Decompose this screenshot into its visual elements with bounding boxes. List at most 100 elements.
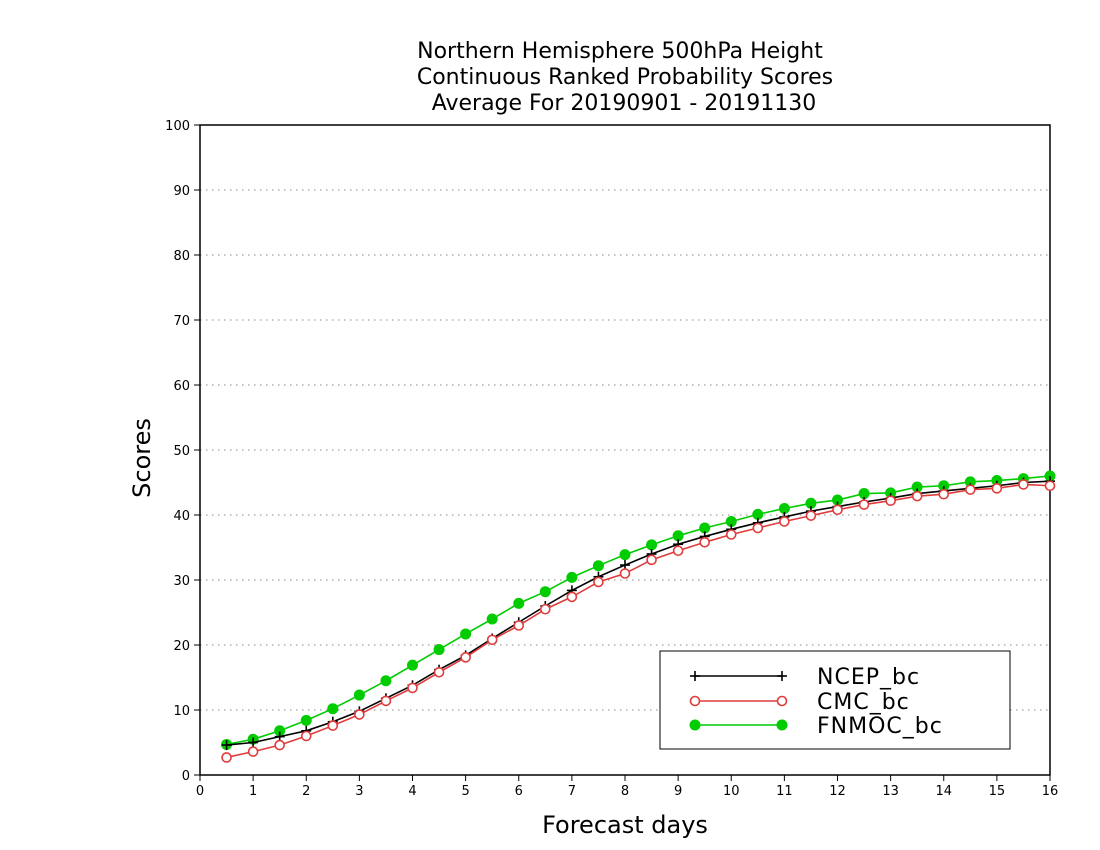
legend-marker — [689, 695, 701, 707]
x-tick-label: 14 — [935, 784, 952, 799]
data-point-cmc-bc — [380, 695, 392, 707]
data-point-cmc-bc — [858, 499, 870, 510]
data-point-cmc-bc — [805, 510, 817, 521]
y-axis: 0 10 20 30 40 50 60 70 80 90 100 — [165, 119, 200, 784]
x-tick-label: 12 — [829, 784, 846, 799]
x-tick-label: 1 — [249, 784, 257, 799]
data-point-cmc-bc — [221, 752, 232, 763]
y-tick-label: 100 — [165, 119, 190, 134]
data-point-cmc-bc — [1044, 480, 1056, 492]
data-point-fnmoc-bc — [380, 675, 392, 687]
y-tick-label: 30 — [173, 574, 190, 589]
x-tick-label: 7 — [568, 784, 576, 799]
data-point-fnmoc-bc — [619, 549, 631, 561]
x-tick-label: 2 — [302, 784, 310, 799]
data-point-fnmoc-bc — [407, 659, 418, 671]
data-point-cmc-bc — [354, 709, 365, 720]
legend-marker — [776, 719, 788, 731]
chart-title-line-1: Northern Hemisphere 500hPa Height — [417, 39, 823, 64]
data-point-cmc-bc — [911, 490, 923, 502]
legend-marker — [776, 695, 788, 707]
data-point-fnmoc-bc — [486, 613, 498, 625]
chart-title-line-2: Continuous Ranked Probability Scores — [417, 65, 833, 90]
y-tick-label: 70 — [173, 314, 190, 329]
series-layer — [221, 470, 1056, 763]
data-point-fnmoc-bc — [433, 644, 445, 656]
data-point-fnmoc-bc — [353, 689, 365, 701]
legend-item-ncep-bc: NCEP_bc — [690, 665, 920, 690]
y-tick-label: 50 — [173, 444, 190, 459]
x-tick-label: 10 — [723, 784, 740, 799]
x-tick-label: 9 — [674, 784, 682, 799]
data-point-cmc-bc — [407, 682, 418, 694]
data-point-fnmoc-bc — [460, 628, 472, 640]
data-point-cmc-bc — [486, 634, 498, 646]
data-point-fnmoc-bc — [513, 597, 525, 609]
x-tick-label: 13 — [882, 784, 899, 799]
data-point-cmc-bc — [593, 576, 604, 588]
data-point-cmc-bc — [540, 603, 551, 615]
data-point-fnmoc-bc — [566, 571, 578, 583]
x-axis: 0 1 2 3 4 5 6 7 8 9 10 11 12 13 14 15 16 — [196, 775, 1058, 799]
legend-item-fnmoc-bc: FNMOC_bc — [689, 714, 943, 739]
data-point-cmc-bc — [1018, 479, 1029, 490]
data-point-cmc-bc — [247, 746, 259, 757]
data-point-cmc-bc — [779, 516, 790, 527]
data-point-cmc-bc — [965, 484, 976, 495]
data-point-cmc-bc — [513, 620, 525, 631]
data-point-cmc-bc — [672, 545, 684, 557]
gridlines — [200, 189, 1050, 711]
data-point-fnmoc-bc — [646, 539, 658, 551]
x-axis-label: Forecast days — [542, 811, 708, 839]
y-tick-label: 10 — [173, 704, 190, 719]
legend-marker — [689, 719, 701, 731]
data-point-cmc-bc — [646, 554, 657, 566]
x-tick-label: 3 — [355, 784, 363, 799]
legend-label: FNMOC_bc — [817, 714, 943, 739]
x-tick-label: 5 — [461, 784, 469, 799]
data-point-fnmoc-bc — [300, 714, 312, 726]
data-point-cmc-bc — [433, 666, 445, 678]
y-tick-label: 80 — [173, 249, 190, 264]
x-tick-label: 15 — [989, 784, 1006, 799]
legend-box — [659, 650, 1011, 750]
data-point-ncep-bc — [221, 740, 232, 751]
chart-title-line-3: Average For 20190901 - 20191130 — [432, 91, 817, 116]
x-tick-label: 0 — [196, 784, 204, 799]
legend-marker — [777, 671, 787, 681]
x-tick-label: 16 — [1042, 784, 1059, 799]
legend-item-cmc-bc: CMC_bc — [689, 690, 910, 715]
data-point-cmc-bc — [991, 483, 1003, 494]
y-axis-label: Scores — [128, 418, 156, 498]
data-point-cmc-bc — [274, 739, 285, 751]
data-point-cmc-bc — [327, 720, 339, 731]
y-tick-label: 0 — [182, 769, 190, 784]
y-tick-label: 40 — [173, 509, 190, 524]
y-tick-label: 90 — [173, 184, 190, 199]
legend-label: CMC_bc — [817, 690, 910, 715]
series-cmc-bc — [221, 479, 1056, 763]
data-point-cmc-bc — [752, 522, 764, 534]
data-point-cmc-bc — [725, 529, 737, 540]
y-tick-label: 60 — [173, 379, 190, 394]
data-point-cmc-bc — [566, 591, 578, 603]
data-point-cmc-bc — [300, 730, 312, 742]
data-point-cmc-bc — [885, 495, 896, 507]
x-tick-label: 11 — [776, 784, 793, 799]
data-point-cmc-bc — [619, 568, 631, 579]
x-tick-label: 6 — [515, 784, 523, 799]
data-point-cmc-bc — [938, 488, 950, 500]
data-point-cmc-bc — [460, 652, 471, 663]
data-point-cmc-bc — [832, 504, 843, 516]
legend-label: NCEP_bc — [817, 665, 920, 690]
data-point-cmc-bc — [699, 536, 710, 548]
x-tick-label: 4 — [408, 784, 416, 799]
data-point-fnmoc-bc — [539, 586, 551, 598]
data-point-ncep-bc — [248, 737, 259, 748]
y-tick-label: 20 — [173, 639, 190, 654]
legend-marker — [690, 671, 700, 681]
x-tick-label: 8 — [621, 784, 629, 799]
data-point-fnmoc-bc — [592, 560, 604, 572]
